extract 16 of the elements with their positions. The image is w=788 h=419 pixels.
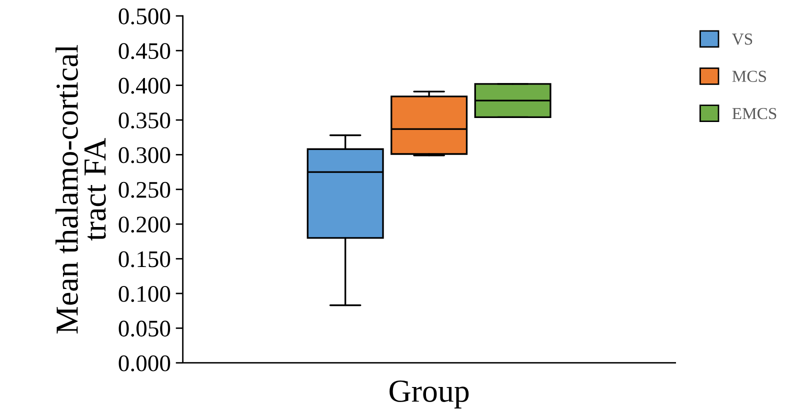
legend-label: MCS xyxy=(732,70,766,82)
y-tick-label: 0.000 xyxy=(118,355,170,372)
x-axis-title: Group xyxy=(390,380,469,408)
legend-label: EMCS xyxy=(732,108,776,120)
y-tick-label: 0.350 xyxy=(118,112,170,129)
legend-label: VS xyxy=(732,34,752,45)
y-tick-label: 0.100 xyxy=(118,286,170,302)
y-tick-label: 0.450 xyxy=(118,43,170,60)
y-tick-label: 0.050 xyxy=(118,320,170,337)
y-tick-label: 0.150 xyxy=(118,251,170,268)
y-axis-title: Mean thalamo-cortical tract FA xyxy=(56,45,106,334)
y-tick-label: 0.400 xyxy=(118,78,170,94)
y-tick-label: 0.500 xyxy=(118,8,170,24)
y-tick-label: 0.250 xyxy=(118,182,170,198)
y-tick-label: 0.200 xyxy=(118,216,170,233)
y-tick-label: 0.300 xyxy=(118,147,170,164)
